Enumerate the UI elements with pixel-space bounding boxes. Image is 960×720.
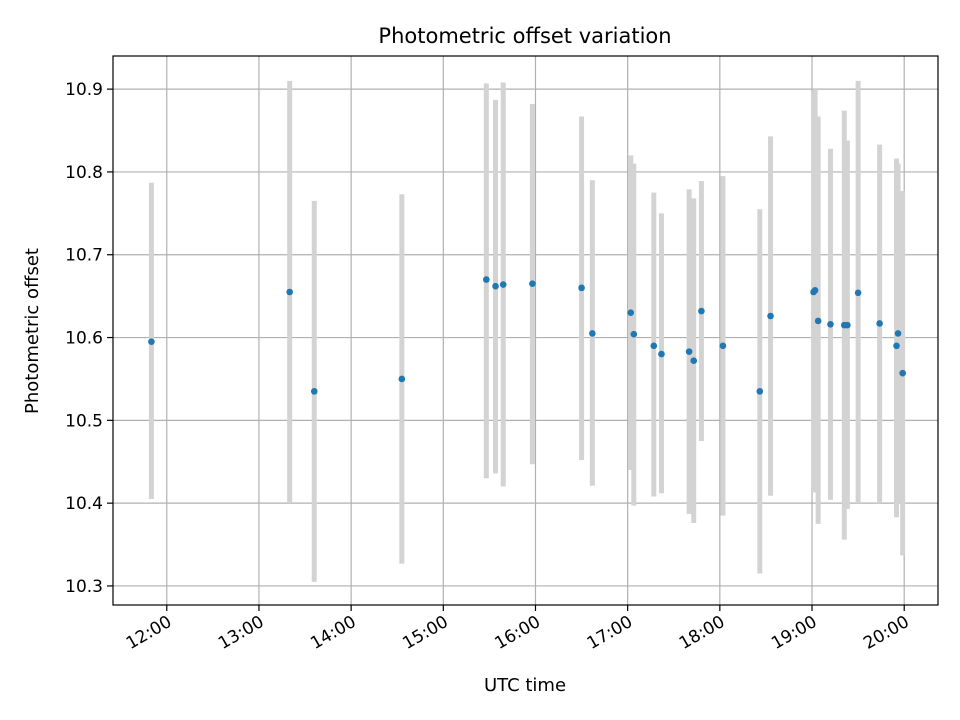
data-point bbox=[893, 342, 900, 350]
data-point bbox=[148, 338, 155, 345]
y-tick-label: 10.3 bbox=[65, 577, 103, 597]
data-point bbox=[854, 289, 862, 297]
data-points bbox=[148, 276, 906, 395]
data-point bbox=[876, 320, 883, 327]
y-tick-label: 10.5 bbox=[65, 411, 103, 431]
data-point bbox=[398, 375, 406, 383]
data-point bbox=[690, 357, 698, 365]
data-point bbox=[756, 388, 764, 395]
data-point bbox=[767, 312, 774, 320]
data-point bbox=[499, 281, 507, 288]
y-tick-label: 10.8 bbox=[65, 163, 103, 183]
plot-frame bbox=[112, 55, 939, 606]
data-point bbox=[899, 369, 906, 377]
y-tick-label: 10.9 bbox=[65, 80, 103, 100]
data-point bbox=[827, 320, 834, 328]
data-point bbox=[658, 350, 665, 358]
data-point bbox=[685, 348, 693, 355]
data-point bbox=[814, 317, 822, 325]
y-tick-label: 10.7 bbox=[65, 246, 103, 266]
y-axis-ticks: 10.3 10.4 10.5 10.6 10.7 10.8 10.9 bbox=[65, 80, 113, 597]
data-point bbox=[650, 342, 658, 350]
data-point bbox=[529, 280, 536, 288]
y-tick-label: 10.6 bbox=[65, 329, 103, 349]
data-point bbox=[492, 282, 499, 290]
data-point bbox=[589, 330, 596, 337]
data-point bbox=[719, 342, 727, 350]
data-point bbox=[698, 307, 705, 315]
y-tick-label: 10.4 bbox=[65, 494, 103, 514]
data-point bbox=[310, 388, 318, 395]
data-point bbox=[627, 309, 635, 316]
data-point bbox=[578, 284, 585, 292]
data-point bbox=[844, 321, 851, 329]
data-point bbox=[630, 330, 638, 338]
data-point bbox=[483, 276, 490, 283]
x-axis-label: UTC time bbox=[484, 675, 566, 696]
data-point bbox=[894, 330, 902, 337]
chart-title: Photometric offset variation bbox=[378, 24, 671, 48]
y-axis-label: Photometric offset bbox=[22, 248, 43, 414]
data-point bbox=[811, 287, 819, 294]
data-point bbox=[286, 288, 293, 296]
